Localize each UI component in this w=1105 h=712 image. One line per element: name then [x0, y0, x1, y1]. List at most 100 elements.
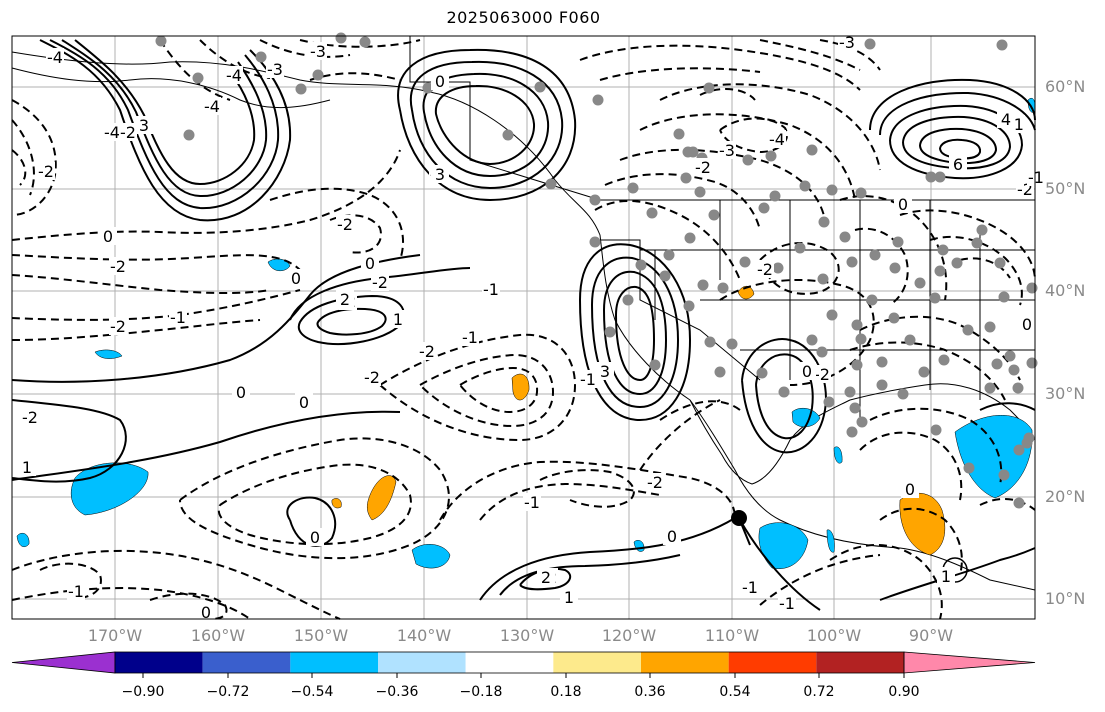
contour-line-negative: [11, 119, 35, 196]
colorbar-segment: [465, 652, 554, 673]
colorbar-segment: [115, 652, 203, 673]
station-dot: [714, 366, 726, 378]
contour-label: 0: [365, 254, 375, 273]
map-title: 2025063000 F060: [446, 8, 601, 27]
contour-label-bg: [309, 42, 327, 60]
contour-labels: -4 -4 -4 -4 -3 -3 -3 -4 -3 -2 -2 -2 -2 -2 -2 -2 -2 -2 -2 -2…: [18, 33, 1045, 622]
contour-line-positive: [879, 91, 1036, 136]
contour-label-bg: [363, 368, 381, 386]
station-dot: [844, 386, 856, 398]
contour-label-bg: [203, 97, 221, 115]
station-dot: [646, 207, 658, 219]
latitude-label: 10°N: [1045, 589, 1086, 608]
station-dot: [1013, 444, 1025, 456]
colorbar-outline: [114, 651, 905, 674]
station-dot: [1012, 382, 1024, 394]
station-dot: [930, 424, 942, 436]
negative-shading: [16, 97, 1036, 570]
contour-line-negative: [839, 195, 948, 301]
contour-line-positive: [979, 402, 1036, 411]
contour-line-negative: [929, 235, 1023, 306]
contour-line-negative: [599, 67, 761, 81]
station-dot: [684, 232, 696, 244]
contour-label-bg: [103, 123, 121, 141]
contour-line-negative: [659, 83, 881, 171]
contour-line-negative: [179, 437, 450, 560]
contour-line-negative: [759, 554, 881, 606]
station-dot: [996, 39, 1008, 51]
station-dot: [855, 333, 867, 345]
contour-line-positive: [879, 547, 1036, 601]
station-dot: [694, 186, 706, 198]
contour-line-positive: [11, 399, 127, 483]
contour-label-bg: [197, 603, 215, 621]
contour-label-bg: [135, 116, 153, 134]
contour-label: -1: [580, 370, 596, 389]
station-dot: [984, 321, 996, 333]
contour-line-positive: [61, 39, 268, 198]
contour-label: -2: [757, 260, 773, 279]
contour-label: 2: [541, 568, 551, 587]
contour-line-negative: [479, 482, 661, 521]
contour-line-negative: [869, 407, 1003, 486]
contour-line-positive: [889, 104, 1024, 180]
contour-label: -1: [462, 328, 478, 347]
station-dot: [534, 81, 546, 93]
contour-label-bg: [266, 60, 284, 78]
contour-label-bg: [482, 280, 500, 298]
contour-line-positive: [397, 48, 577, 202]
station-dot: [756, 367, 768, 379]
contour-label-bg: [306, 528, 324, 546]
station-dot: [703, 82, 715, 94]
contour-label-bg: [560, 588, 578, 606]
station-dot: [739, 256, 751, 268]
contour-line-positive: [49, 39, 280, 210]
station-dot: [963, 462, 975, 474]
contour-line-positive: [11, 410, 401, 481]
longitude-label: 100°W: [806, 626, 862, 645]
contour-line-negative: [859, 431, 963, 501]
contour-label: -4: [226, 66, 242, 85]
station-dot: [998, 469, 1010, 481]
contour-label-bg: [361, 254, 379, 272]
contour-line-negative: [899, 209, 1036, 281]
station-dot: [846, 256, 858, 268]
contour-line-negative: [11, 149, 27, 186]
station-dot: [769, 190, 781, 202]
longitude-label: 160°W: [190, 626, 246, 645]
station-dot: [984, 382, 996, 394]
contour-label-bg: [18, 458, 36, 476]
station-dot: [823, 396, 835, 408]
contour-label: 4: [1001, 110, 1011, 129]
contour-label: -3: [267, 60, 283, 79]
station-dot: [799, 180, 811, 192]
colorbar-tick-label: −0.72: [206, 684, 250, 700]
station-dot: [726, 338, 738, 350]
map-border: [11, 35, 1036, 620]
contour-label: -3: [310, 42, 326, 61]
contour-label: 0: [103, 227, 113, 246]
contour-label: -1: [779, 594, 795, 613]
contour-label-bg: [389, 310, 407, 328]
station-dot: [778, 386, 790, 398]
contour-line-positive: [755, 353, 814, 440]
contour-label-bg: [741, 578, 759, 596]
contour-label: 0: [667, 527, 677, 546]
contour-label-bg: [997, 110, 1015, 128]
contour-label: -2: [419, 342, 435, 361]
contour-label: -3: [719, 141, 735, 160]
contour-line-negative: [439, 460, 736, 521]
contour-label-bg: [663, 527, 681, 545]
station-dot: [683, 300, 695, 312]
station-dot: [869, 249, 881, 261]
station-dot: [545, 178, 557, 190]
contour-label-bg: [109, 257, 127, 275]
contour-label-bg: [371, 273, 389, 291]
contour-label-bg: [169, 308, 187, 326]
station-dot: [856, 416, 868, 428]
latitude-label: 30°N: [1045, 384, 1086, 403]
contour-line-negative: [604, 173, 761, 231]
station-dot: [806, 334, 818, 346]
station-dot: [704, 336, 716, 348]
station-dot: [934, 265, 946, 277]
